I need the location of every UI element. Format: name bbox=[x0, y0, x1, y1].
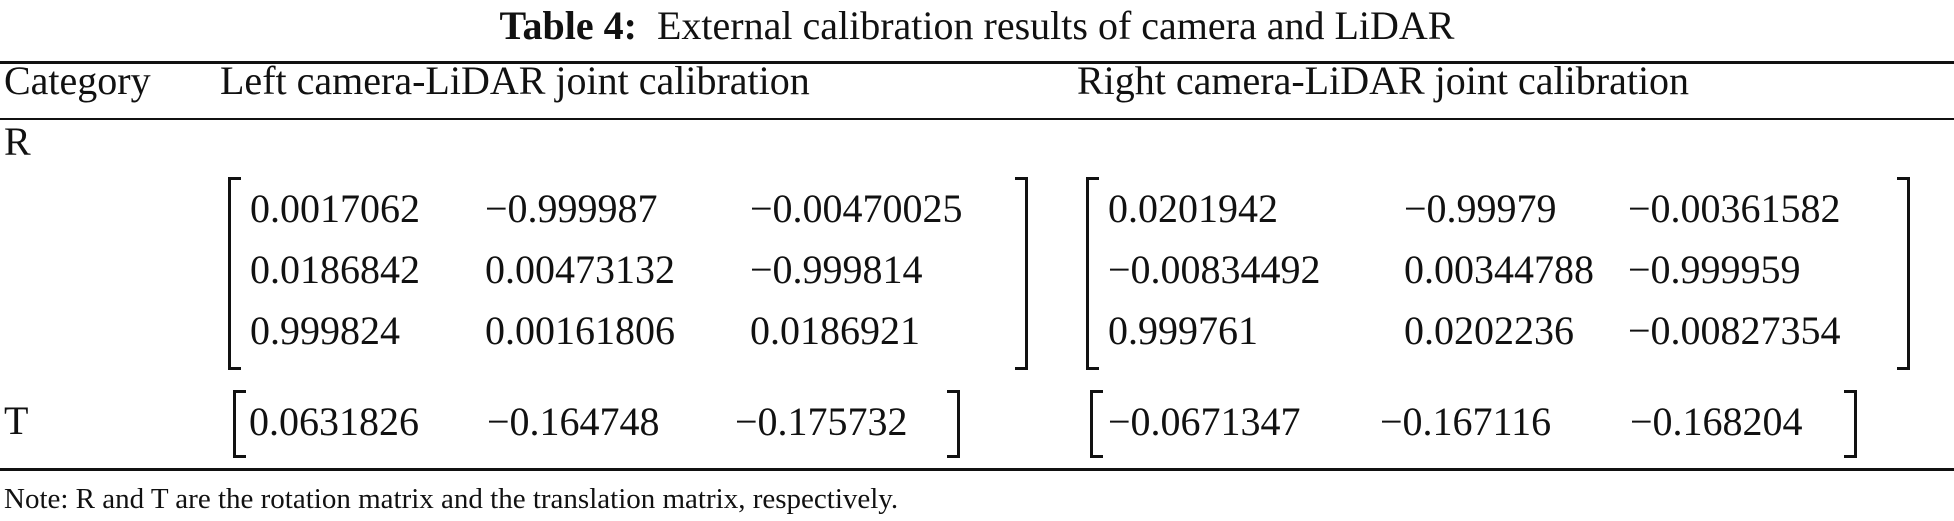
t-left-vector: 0.0631826 −0.164748 −0.175732 bbox=[233, 390, 960, 458]
matrix-value: −0.00361582 bbox=[1628, 186, 1841, 231]
vector-value: −0.175732 bbox=[735, 399, 908, 444]
matrix-value: 0.999824 bbox=[250, 308, 400, 353]
matrix-value: −0.00827354 bbox=[1628, 308, 1841, 353]
matrix-value: −0.00470025 bbox=[750, 186, 963, 231]
bottom-rule bbox=[0, 468, 1954, 471]
header-left-calibration: Left camera-LiDAR joint calibration bbox=[220, 58, 810, 103]
matrix-value: 0.0017062 bbox=[250, 186, 420, 231]
table-caption: Table 4: External calibration results of… bbox=[0, 2, 1954, 50]
right-bracket bbox=[947, 390, 960, 458]
vector-value: −0.0671347 bbox=[1108, 399, 1301, 444]
table-note: Note: R and T are the rotation matrix an… bbox=[4, 483, 899, 515]
matrix-value: −0.999814 bbox=[750, 247, 923, 292]
matrix-value: 0.0201942 bbox=[1108, 186, 1278, 231]
matrix-value: 0.00344788 bbox=[1404, 247, 1594, 292]
header-right-calibration: Right camera-LiDAR joint calibration bbox=[1077, 58, 1690, 103]
right-bracket bbox=[1844, 390, 1857, 458]
vector-value: −0.167116 bbox=[1380, 399, 1552, 444]
row-label-t: T bbox=[4, 398, 29, 443]
left-bracket bbox=[233, 390, 246, 458]
left-bracket bbox=[228, 177, 241, 370]
top-rule bbox=[0, 61, 1954, 64]
r-left-matrix: 0.0017062 −0.999987 −0.00470025 0.018684… bbox=[228, 177, 1028, 370]
header-rule bbox=[0, 118, 1954, 120]
table-label: Table 4: bbox=[499, 3, 637, 48]
matrix-value: −0.999987 bbox=[485, 186, 658, 231]
matrix-value: 0.0186842 bbox=[250, 247, 420, 292]
right-bracket bbox=[1897, 177, 1910, 370]
matrix-value: 0.0186921 bbox=[750, 308, 920, 353]
matrix-value: 0.00161806 bbox=[485, 308, 675, 353]
header-category: Category bbox=[4, 58, 151, 103]
vector-value: −0.164748 bbox=[487, 399, 660, 444]
vector-value: 0.0631826 bbox=[249, 399, 419, 444]
matrix-value: −0.00834492 bbox=[1108, 247, 1321, 292]
matrix-value: 0.00473132 bbox=[485, 247, 675, 292]
left-bracket bbox=[1090, 390, 1103, 458]
matrix-value: 0.999761 bbox=[1108, 308, 1258, 353]
row-label-r: R bbox=[4, 119, 31, 164]
left-bracket bbox=[1086, 177, 1099, 370]
matrix-value: −0.999959 bbox=[1628, 247, 1801, 292]
r-right-matrix: 0.0201942 −0.99979 −0.00361582 −0.008344… bbox=[1086, 177, 1910, 370]
table-title: External calibration results of camera a… bbox=[656, 3, 1455, 48]
right-bracket bbox=[1015, 177, 1028, 370]
matrix-value: 0.0202236 bbox=[1404, 308, 1574, 353]
vector-value: −0.168204 bbox=[1630, 399, 1803, 444]
matrix-value: −0.99979 bbox=[1404, 186, 1557, 231]
t-right-vector: −0.0671347 −0.167116 −0.168204 bbox=[1090, 390, 1857, 458]
